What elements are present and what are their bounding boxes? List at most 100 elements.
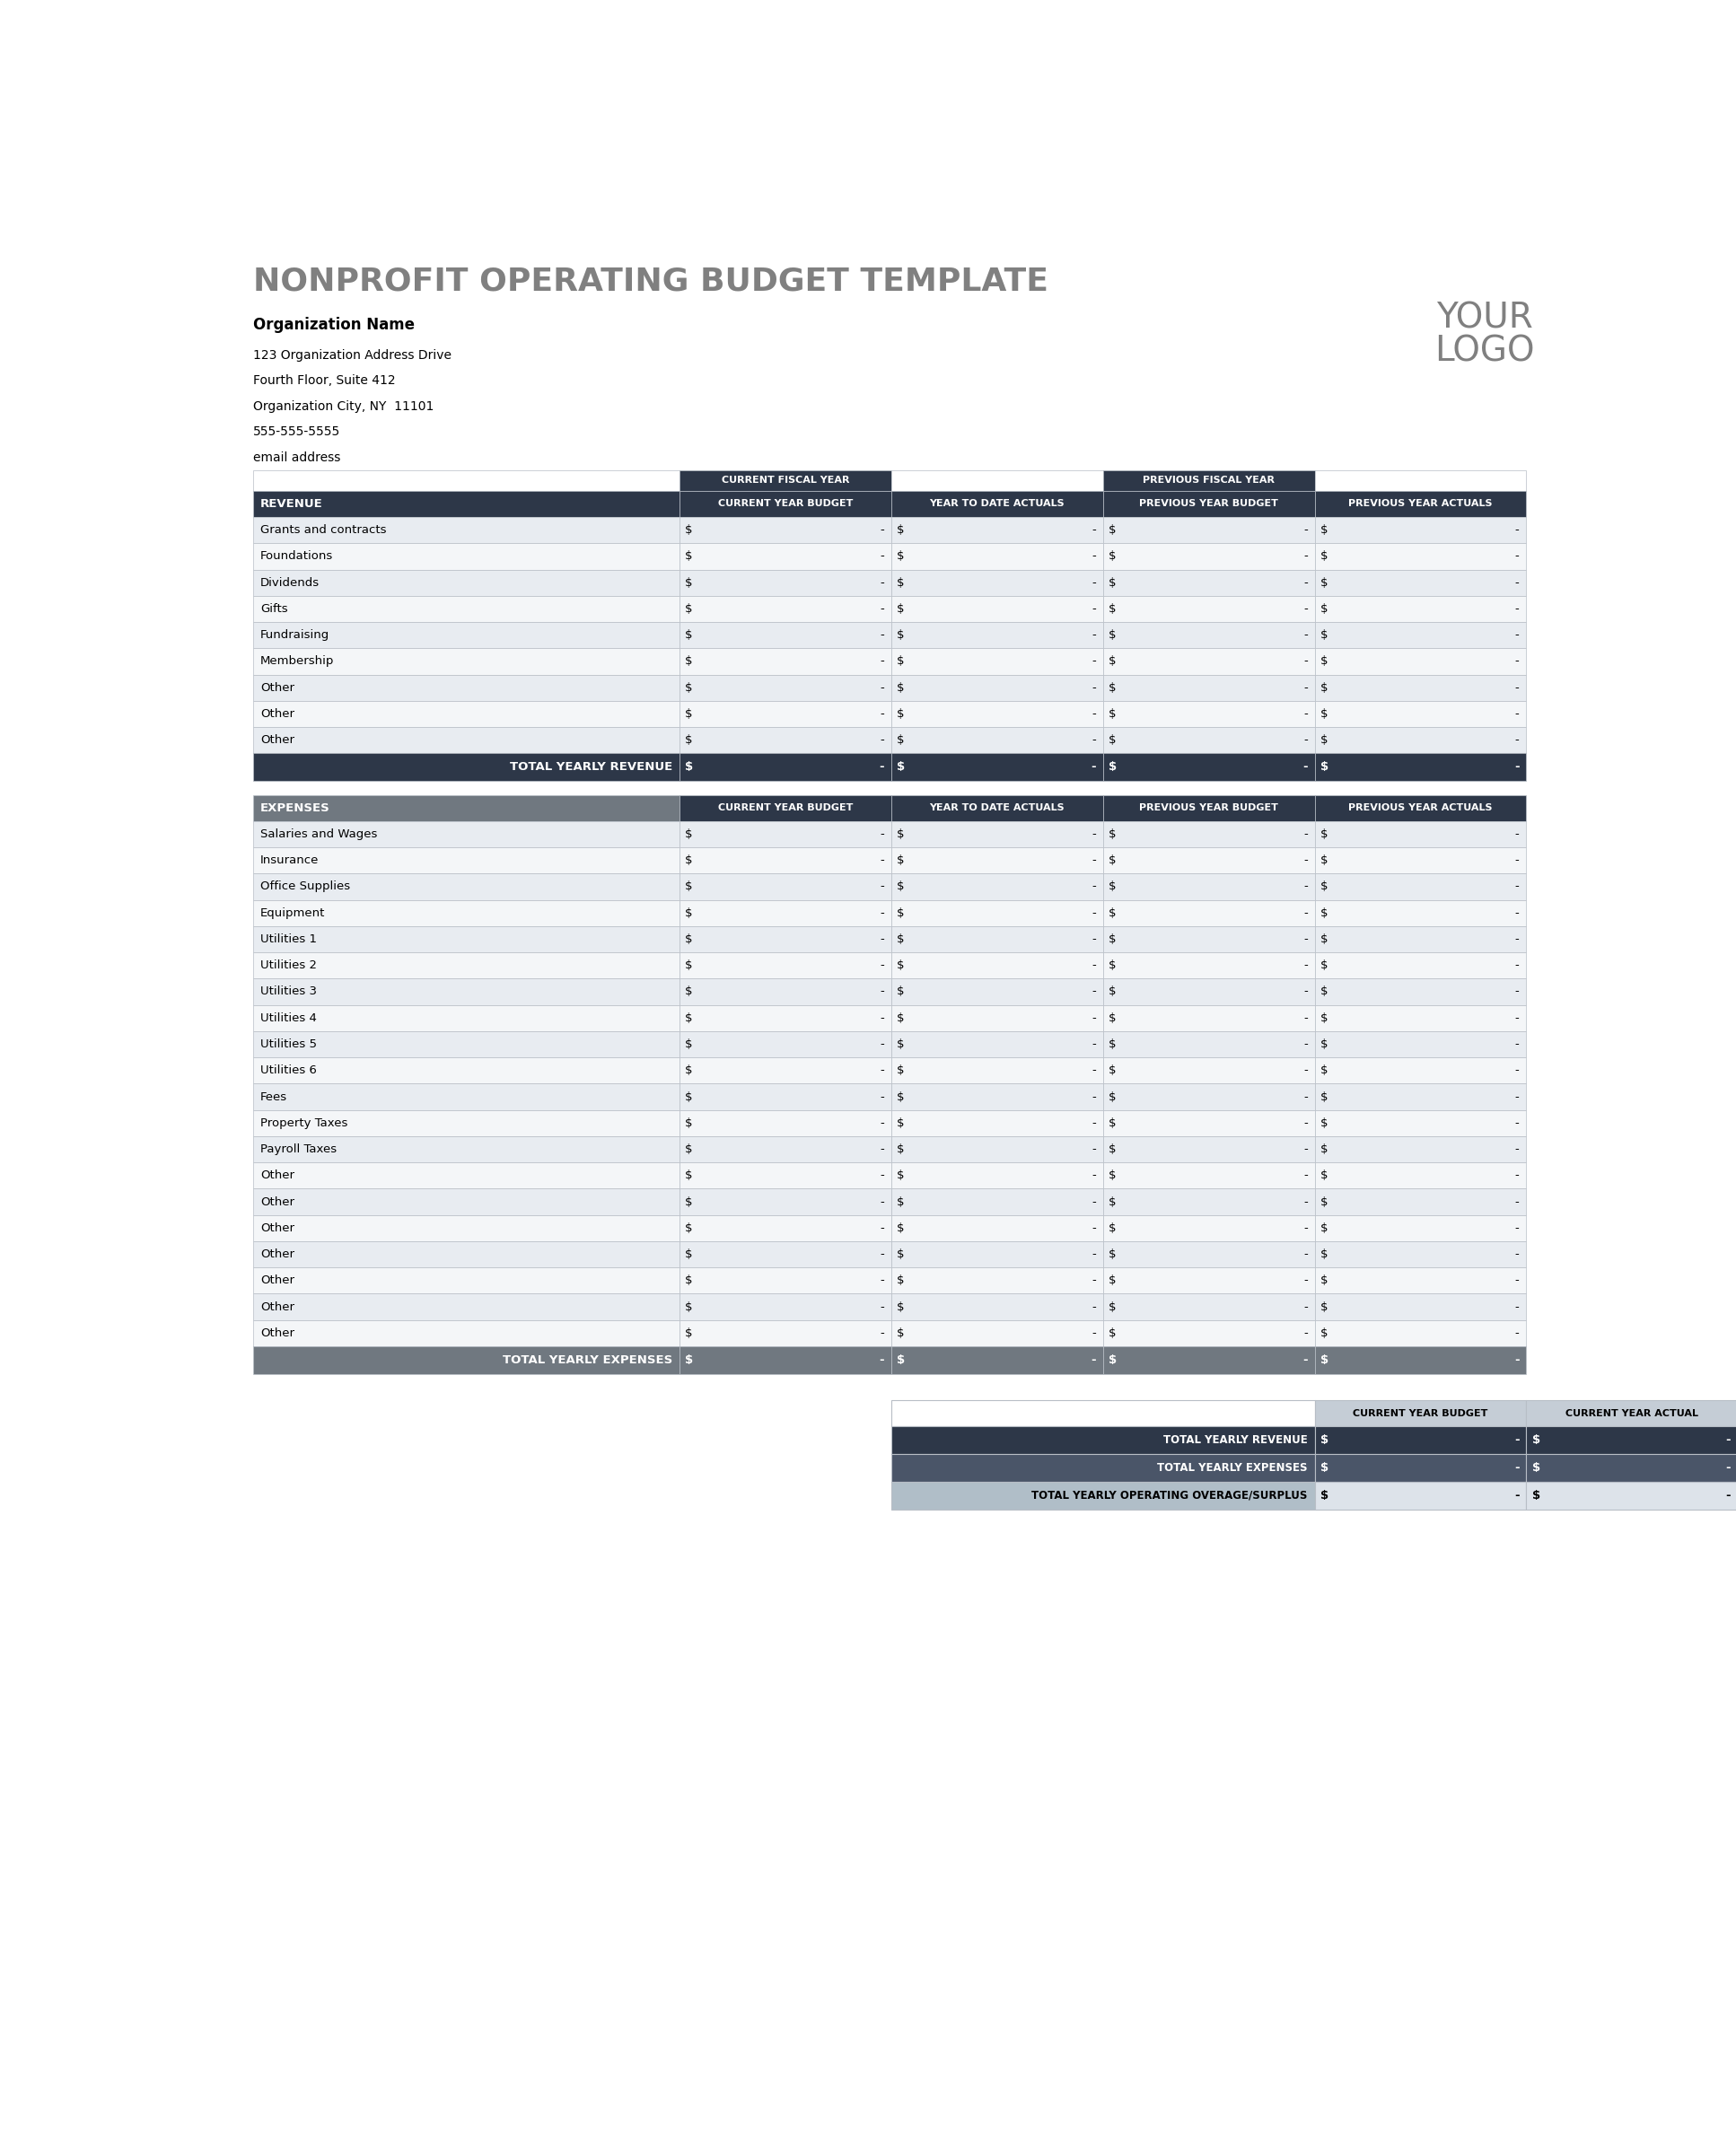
Text: $: $ [1109,707,1116,720]
Bar [253,1267,679,1293]
Text: -: - [1304,1118,1307,1128]
Text: $: $ [686,1118,693,1128]
Bar [1314,701,1526,727]
Text: -: - [1516,985,1519,998]
Text: -: - [878,1355,884,1366]
Text: Other: Other [260,707,293,720]
Text: $: $ [686,1197,693,1207]
Text: Utilities 2: Utilities 2 [260,960,316,972]
Text: -: - [1304,985,1307,998]
Text: -: - [1092,628,1095,641]
Bar [1102,1109,1314,1137]
Text: $: $ [1531,1489,1540,1502]
Bar [1102,596,1314,622]
Bar [679,1321,891,1346]
Text: Foundations: Foundations [260,551,333,562]
Bar [891,1137,1102,1163]
Bar [1314,1058,1526,1083]
Bar [891,622,1102,648]
Bar [1102,1083,1314,1109]
Text: Utilities 5: Utilities 5 [260,1039,316,1049]
Bar [679,925,891,953]
Bar [679,492,891,517]
Text: $: $ [898,906,904,919]
Text: TOTAL YEARLY REVENUE: TOTAL YEARLY REVENUE [1163,1434,1307,1447]
Text: -: - [1516,1248,1519,1261]
Text: Other: Other [260,1327,293,1340]
Text: Grants and contracts: Grants and contracts [260,524,385,536]
Bar [1314,953,1526,979]
Bar [1314,1216,1526,1242]
Text: -: - [1726,1462,1731,1475]
Text: Fees: Fees [260,1092,286,1103]
Text: -: - [1092,1327,1095,1340]
Text: Insurance: Insurance [260,855,319,865]
Bar [679,1109,891,1137]
Text: $: $ [1319,1092,1328,1103]
Bar [1314,1137,1526,1163]
Text: -: - [1304,1276,1307,1286]
Text: -: - [1092,1013,1095,1024]
Text: -: - [1516,603,1519,615]
Text: $: $ [686,577,693,588]
Bar [891,848,1102,874]
Text: -: - [1304,524,1307,536]
Text: -: - [1514,1489,1519,1502]
Bar [891,1321,1102,1346]
Bar [1314,1163,1526,1188]
Bar [1526,1428,1736,1453]
Bar [679,1004,891,1032]
Text: -: - [1304,1064,1307,1077]
Text: $: $ [1109,880,1116,893]
Text: $: $ [1319,1118,1328,1128]
Bar [1314,1481,1526,1509]
Text: $: $ [1109,1169,1116,1182]
Text: Office Supplies: Office Supplies [260,880,351,893]
Text: $: $ [686,1355,693,1366]
Text: -: - [880,1064,884,1077]
Bar [1102,470,1314,492]
Text: -: - [1516,524,1519,536]
Bar [679,675,891,701]
Text: -: - [880,656,884,667]
Text: $: $ [1319,628,1328,641]
Bar [1314,795,1526,821]
Text: $: $ [898,1143,904,1156]
Bar [679,1032,891,1058]
Text: CURRENT FISCAL YEAR: CURRENT FISCAL YEAR [722,477,849,485]
Text: $: $ [1109,906,1116,919]
Text: -: - [1516,855,1519,865]
Text: $: $ [686,1276,693,1286]
Bar [253,1346,679,1374]
Text: -: - [1514,1355,1519,1366]
Bar [891,1004,1102,1032]
Text: $: $ [1109,1064,1116,1077]
Bar [679,1216,891,1242]
Text: -: - [880,1143,884,1156]
Bar [253,821,679,848]
Text: -: - [1092,1222,1095,1233]
Bar [1314,1400,1526,1428]
Text: $: $ [1109,1301,1116,1312]
Text: -: - [1092,985,1095,998]
Text: -: - [1304,1143,1307,1156]
Text: $: $ [898,577,904,588]
Text: -: - [1092,551,1095,562]
Bar [253,701,679,727]
Bar [679,900,891,925]
Text: -: - [1516,735,1519,746]
Bar [253,900,679,925]
Text: Other: Other [260,682,293,695]
Text: -: - [880,934,884,945]
Text: -: - [1304,603,1307,615]
Text: $: $ [898,707,904,720]
Bar [253,1293,679,1321]
Bar [891,874,1102,900]
Text: $: $ [686,1092,693,1103]
Text: -: - [1516,829,1519,840]
Text: -: - [1516,1222,1519,1233]
Bar [1314,1267,1526,1293]
Text: -: - [1516,1197,1519,1207]
Text: -: - [1516,1092,1519,1103]
Text: Payroll Taxes: Payroll Taxes [260,1143,337,1156]
